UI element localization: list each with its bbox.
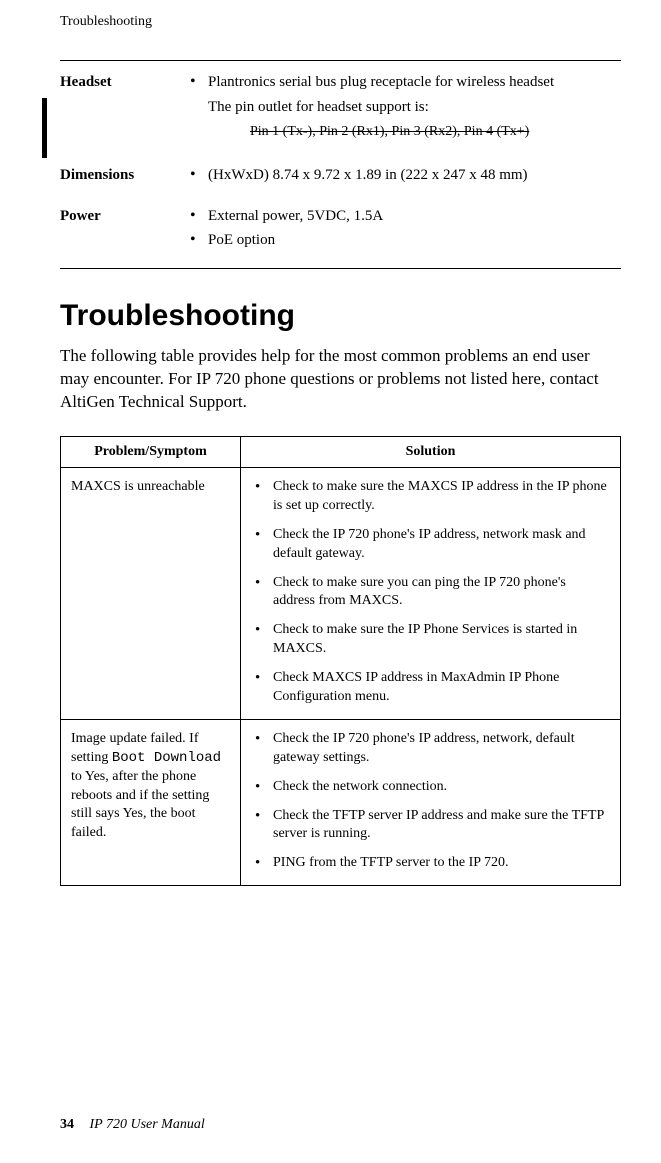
spec-headset-note: The pin outlet for headset support is:: [208, 97, 621, 117]
list-item: Check the IP 720 phone's IP address, net…: [251, 526, 610, 564]
spec-power-bullet-0: External power, 5VDC, 1.5A: [190, 207, 621, 227]
rule-bottom: [60, 268, 621, 269]
spec-power-bullet-1: PoE option: [190, 231, 621, 251]
table-row: Image update failed. If setting Boot Dow…: [61, 719, 621, 885]
spec-label-headset: Headset: [60, 73, 190, 148]
th-solution: Solution: [241, 436, 621, 467]
spec-label-power: Power: [60, 207, 190, 254]
cell-problem-1: Image update failed. If setting Boot Dow…: [61, 719, 241, 885]
list-item: PING from the TFTP server to the IP 720.: [251, 854, 610, 873]
list-item: Check the TFTP server IP address and mak…: [251, 807, 610, 845]
cell-solution-1: Check the IP 720 phone's IP address, net…: [241, 719, 621, 885]
list-item: Check the network connection.: [251, 778, 610, 797]
spec-label-dimensions: Dimensions: [60, 166, 190, 190]
list-item: Check to make sure the IP Phone Services…: [251, 621, 610, 659]
troubleshooting-table: Problem/Symptom Solution MAXCS is unreac…: [60, 436, 621, 886]
spec-headset-bullet: Plantronics serial bus plug receptacle f…: [190, 73, 621, 93]
section-intro: The following table provides help for th…: [60, 345, 621, 414]
problem-code: Boot Download: [112, 750, 221, 766]
list-item: Check MAXCS IP address in MaxAdmin IP Ph…: [251, 669, 610, 707]
list-item: Check to make sure you can ping the IP 7…: [251, 574, 610, 612]
list-item: Check the IP 720 phone's IP address, net…: [251, 730, 610, 768]
cell-problem-0: MAXCS is unreachable: [61, 467, 241, 719]
table-row: MAXCS is unreachable Check to make sure …: [61, 467, 621, 719]
section-title: Troubleshooting: [60, 299, 621, 333]
change-bar: [42, 98, 47, 158]
spec-body-dimensions: (HxWxD) 8.74 x 9.72 x 1.89 in (222 x 247…: [190, 166, 621, 190]
spec-row-power: Power External power, 5VDC, 1.5A PoE opt…: [60, 207, 621, 254]
spec-dimensions-bullet: (HxWxD) 8.74 x 9.72 x 1.89 in (222 x 247…: [190, 166, 621, 186]
doc-title: IP 720 User Manual: [90, 1117, 205, 1132]
spec-body-headset: Plantronics serial bus plug receptacle f…: [190, 73, 621, 148]
spec-row-dimensions: Dimensions (HxWxD) 8.74 x 9.72 x 1.89 in…: [60, 166, 621, 190]
spec-body-power: External power, 5VDC, 1.5A PoE option: [190, 207, 621, 254]
list-item: Check to make sure the MAXCS IP address …: [251, 478, 610, 516]
page-footer: 34 IP 720 User Manual: [60, 1117, 205, 1133]
spec-row-headset: Headset Plantronics serial bus plug rece…: [60, 73, 621, 148]
problem-text-post: to Yes, after the phone reboots and if t…: [71, 769, 209, 841]
cell-solution-0: Check to make sure the MAXCS IP address …: [241, 467, 621, 719]
spec-headset-strike: Pin 1 (Tx-), Pin 2 (Rx1), Pin 3 (Rx2), P…: [250, 123, 621, 142]
running-head: Troubleshooting: [60, 14, 621, 30]
th-problem: Problem/Symptom: [61, 436, 241, 467]
rule-top: [60, 60, 621, 61]
page-number: 34: [60, 1117, 74, 1132]
